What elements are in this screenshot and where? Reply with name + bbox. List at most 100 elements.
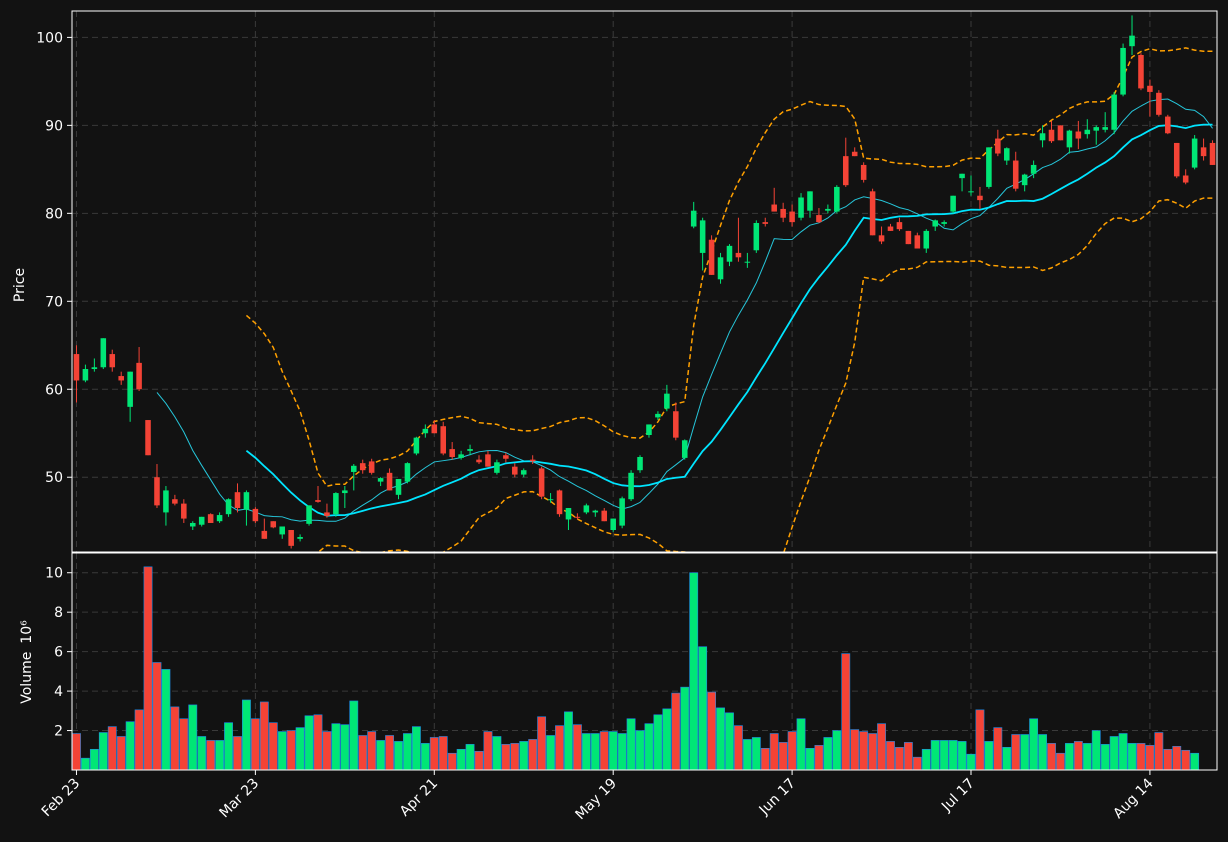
price-y-axis-label: Price [12, 268, 28, 302]
volume-bar [268, 722, 278, 770]
candle-body [780, 208, 786, 218]
volume-bar [707, 691, 717, 770]
candle-body [431, 424, 438, 434]
candle-body [681, 440, 688, 458]
candle-body [100, 338, 107, 368]
volume-bar [438, 736, 448, 770]
price-grid [72, 11, 1217, 552]
candle-body [297, 537, 303, 539]
candle-body [959, 173, 965, 179]
volume-bar [734, 725, 743, 770]
candle-body [1173, 142, 1180, 177]
volume-bar [89, 748, 99, 770]
candle-body [476, 459, 482, 463]
candle-body [207, 514, 214, 523]
volume-bar [698, 646, 708, 770]
candle-body [243, 492, 250, 510]
candle-body [914, 235, 921, 249]
volume-bar [125, 721, 135, 770]
volume-bar [1056, 752, 1065, 770]
candle-body [807, 191, 813, 211]
volume-bar [510, 743, 520, 770]
volume-bar [385, 735, 394, 770]
volume-bar [850, 729, 860, 770]
price-panel-frame [71, 10, 1218, 553]
candle-body [932, 220, 938, 227]
volume-bar [394, 741, 403, 770]
volume-bar [456, 748, 466, 770]
volume-bar [107, 726, 117, 770]
volume-bar [98, 732, 108, 770]
candle-body [494, 462, 500, 473]
candle-body [1111, 94, 1117, 130]
price-y-tick-label: 60 [45, 382, 63, 398]
candle-body [1057, 125, 1064, 141]
candle-body [1138, 54, 1144, 89]
candle-body [172, 499, 178, 504]
candle-body [1102, 127, 1108, 130]
candle-body [565, 508, 572, 520]
volume-bar [358, 735, 368, 770]
volume-bar [492, 736, 502, 770]
volume-bar [304, 715, 314, 770]
volume-bar [429, 737, 439, 770]
candle-body [216, 515, 223, 522]
candle-body [404, 463, 411, 482]
volume-bar [760, 747, 770, 770]
bollinger-upper-band [245, 47, 1213, 488]
volume-bar [322, 731, 332, 770]
volume-bar [957, 741, 967, 770]
volume-bar [277, 731, 287, 770]
volume-panel: 2 4 6 8 10 Volume 10⁶ [19, 552, 1218, 771]
volume-bar [1029, 718, 1039, 770]
candle-body [798, 197, 804, 218]
volume-bar [823, 737, 833, 770]
candle-body [395, 478, 402, 495]
volume-bar [295, 727, 305, 770]
volume-bar [671, 692, 681, 770]
volume-bar [635, 730, 645, 770]
volume-bar [286, 730, 296, 770]
candle-body [583, 505, 590, 513]
candle-body [189, 522, 196, 527]
volume-panel-frame [71, 552, 1218, 771]
candle-body [655, 413, 661, 418]
price-y-tick-label: 80 [45, 206, 63, 222]
volume-bar [483, 731, 493, 770]
candle-body [458, 454, 464, 458]
volume-bar [689, 572, 699, 770]
volume-bar [921, 748, 931, 770]
volume-bar [1136, 743, 1146, 770]
candle-body [968, 191, 974, 193]
volume-bar [948, 740, 958, 770]
volume-bar [474, 750, 484, 770]
candle-body [288, 530, 294, 546]
volume-bar [1082, 743, 1092, 770]
volume-bar [1038, 734, 1047, 770]
candle-body [324, 512, 330, 516]
candle-body [601, 510, 608, 522]
volume-bar [599, 731, 609, 770]
candle-body [449, 449, 455, 457]
volume-bar [903, 742, 913, 770]
volume-bar [250, 718, 260, 770]
volume-bar [1190, 752, 1200, 770]
candle-body [485, 454, 491, 467]
volume-bar [1118, 733, 1128, 770]
candle-body [923, 230, 930, 249]
candle-body [520, 470, 527, 475]
volume-bar [1020, 734, 1030, 770]
candle-body [619, 498, 625, 526]
candle-body [699, 220, 706, 253]
sma-20-line [245, 123, 1213, 517]
volume-bar [1011, 734, 1021, 770]
candle-body [878, 235, 885, 242]
volume-bar [1091, 730, 1101, 770]
candle-body [1129, 35, 1135, 47]
volume-bar [975, 709, 985, 770]
volume-bar [528, 739, 538, 770]
volume-bar [778, 742, 788, 770]
candle-body [851, 151, 858, 157]
candle-body [574, 516, 581, 518]
